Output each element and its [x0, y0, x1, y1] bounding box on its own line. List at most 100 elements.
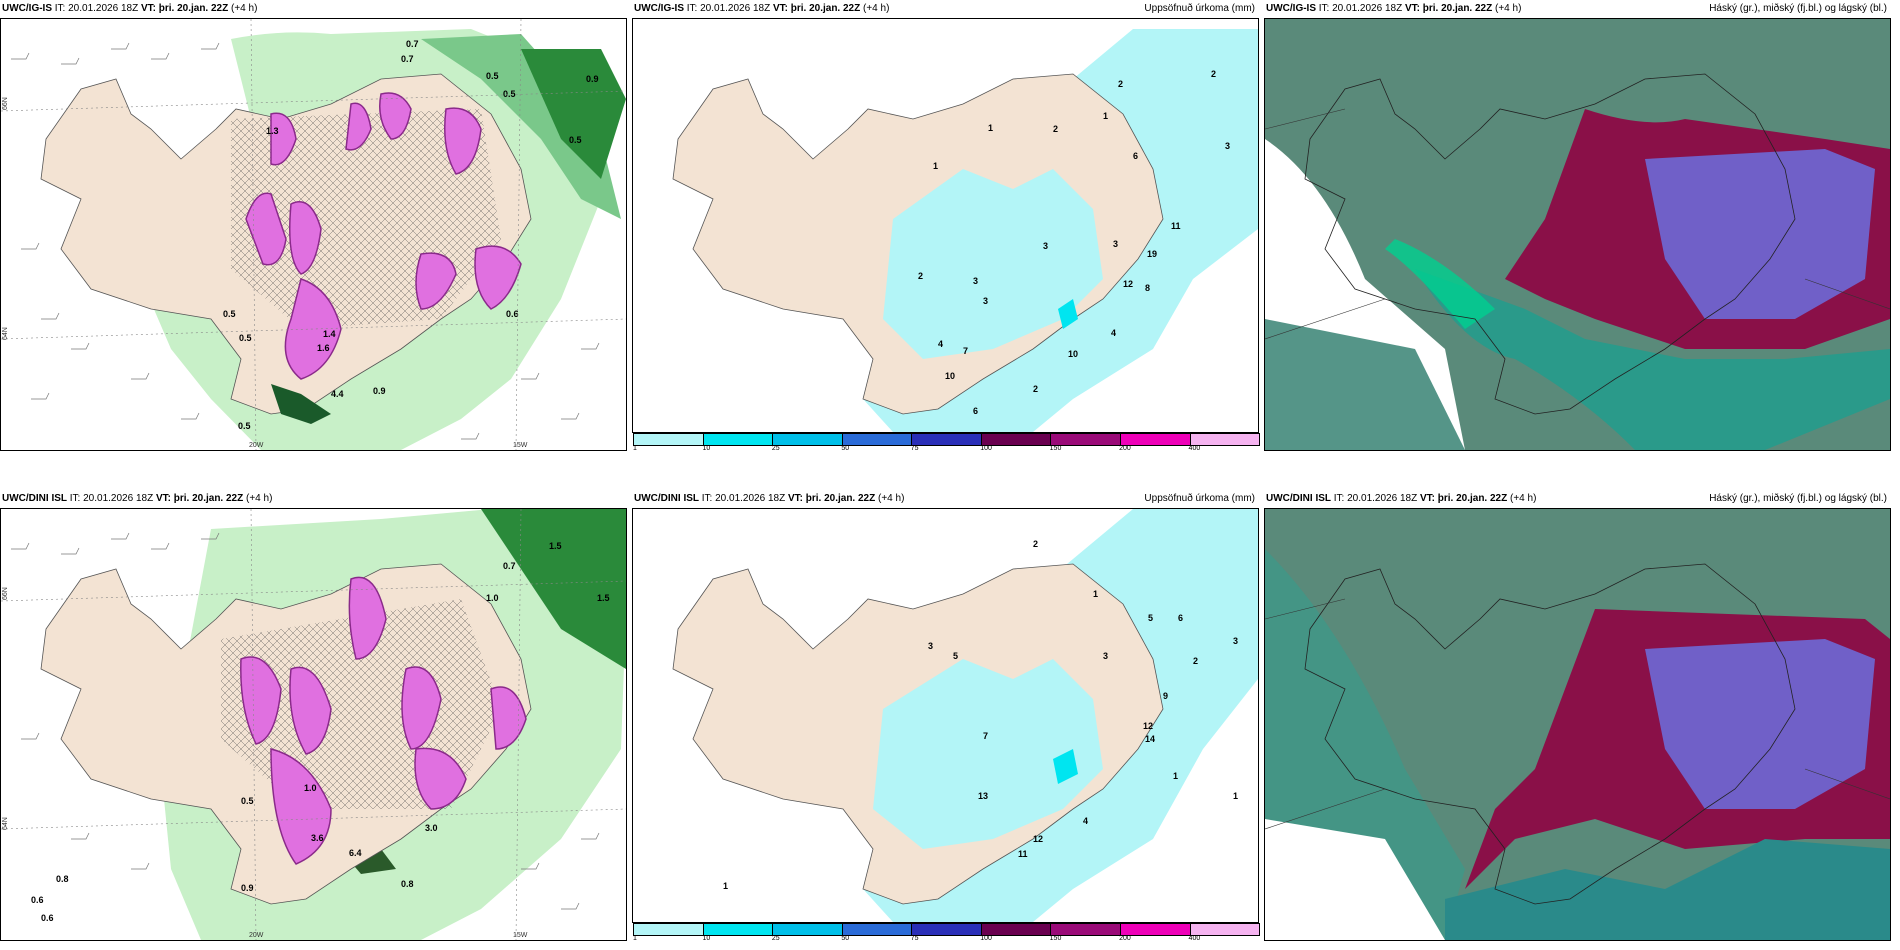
- colorbar-tick: 200: [1119, 935, 1131, 942]
- colorbar-swatch: [981, 434, 1052, 445]
- precip-label: 9: [1163, 691, 1168, 701]
- colorbar-tick: 75: [910, 935, 919, 942]
- valid-time: þri. 20.jan. 22Z: [805, 493, 876, 504]
- model-name: UWC/IG-IS: [1266, 3, 1316, 14]
- precip-label: 2: [918, 271, 923, 281]
- snow-label: 0.5: [223, 309, 236, 319]
- precip-label: 12: [1123, 279, 1133, 289]
- colorbar-swatch: [634, 924, 704, 935]
- colorbar-tick: 25: [771, 935, 780, 942]
- valid-time: þri. 20.jan. 22Z: [1437, 493, 1508, 504]
- init-time: IT: 20.01.2026 18Z: [1318, 3, 1403, 14]
- snow-cells: [240, 576, 527, 865]
- colorbar-swatch: [842, 924, 913, 935]
- snow-label: 0.9: [373, 386, 386, 396]
- snow-label: 3.6: [311, 833, 324, 843]
- snow-label: 0.8: [401, 879, 414, 889]
- precip-label: 1: [1093, 589, 1098, 599]
- precip-label: 10: [945, 371, 955, 381]
- lead-time: (+4 h): [246, 493, 273, 504]
- clouds-map-svg: [1265, 19, 1890, 450]
- snow-label: 1.3: [266, 126, 279, 136]
- init-time: IT: 20.01.2026 18Z: [69, 493, 154, 504]
- precip-label: 6: [1133, 151, 1138, 161]
- precip-colorbar: 1 10 25 50 75 100 150 200 400: [632, 433, 1260, 452]
- map-precip: 2 1 5 6 3 9 12 14 13 12 11 4 1 1 7 5 3 2…: [632, 508, 1259, 923]
- snow-map-svg: 0.7 0.7 0.5 0.9 0.5 1.3 1.4 1.6 4.4 0.9 …: [1, 19, 626, 450]
- precip-label: 3: [1113, 239, 1118, 249]
- valid-time: þri. 20.jan. 22Z: [790, 3, 861, 14]
- valid-time-label: VT:: [787, 493, 803, 504]
- snow-label: 6.4: [349, 848, 362, 858]
- field-title: Uppsöfnuð úrkoma (mm): [1144, 493, 1255, 504]
- field-title: Háský (gr.), miðský (fj.bl.) og lágský (…: [1709, 3, 1887, 14]
- lead-time: (+4 h): [1495, 3, 1522, 14]
- snow-value-labels: 0.7 0.7 0.5 0.9 0.5 1.3 1.4 1.6 4.4 0.9 …: [223, 39, 599, 431]
- valid-time: þri. 20.jan. 22Z: [173, 493, 244, 504]
- colorbar-tick: 50: [841, 445, 850, 452]
- field-title: Uppsöfnuð úrkoma (mm): [1144, 3, 1255, 14]
- snow-label: 0.5: [503, 89, 516, 99]
- precip-label: 4: [1083, 816, 1088, 826]
- clouds-map-svg: [1265, 509, 1890, 940]
- axis-label: 64N: [2, 817, 9, 830]
- snow-label: 0.6: [506, 309, 519, 319]
- colorbar-tick: 1: [633, 935, 637, 942]
- snow-value-labels: 1.5 1.0 0.7 1.5 1.0 3.6 6.4 0.8 0.5 0.9 …: [31, 541, 610, 923]
- model-name: UWC/IG-IS: [2, 3, 52, 14]
- snow-label: 0.6: [31, 895, 44, 905]
- snow-label: 4.4: [331, 389, 344, 399]
- snow-label: 1.0: [486, 593, 499, 603]
- precip-label: 7: [983, 731, 988, 741]
- colorbar-tick: 10: [702, 445, 711, 452]
- snow-label: 0.5: [241, 796, 254, 806]
- panel-header: UWC/IG-IS IT: 20.01.2026 18Z VT: þri. 20…: [1264, 0, 1891, 18]
- valid-time: þri. 20.jan. 22Z: [158, 3, 229, 14]
- panel-igis-snow: UWC/IG-IS IT: 20.01.2026 18Z VT: þri. 20…: [0, 0, 627, 451]
- axis-label: 66N: [2, 587, 9, 600]
- map-snow-wind: 0.7 0.7 0.5 0.9 0.5 1.3 1.4 1.6 4.4 0.9 …: [0, 18, 627, 451]
- panel-dini-snow: UWC/DINI ISL IT: 20.01.2026 18Z VT: þri.…: [0, 490, 627, 941]
- snow-label: 0.9: [586, 74, 599, 84]
- precip-label: 3: [973, 276, 978, 286]
- colorbar-swatch: [703, 434, 774, 445]
- snow-label: 0.5: [486, 71, 499, 81]
- heavy-snow-area: [481, 509, 626, 669]
- precip-label: 2: [1033, 384, 1038, 394]
- colorbar-swatch: [1051, 924, 1121, 935]
- precip-label: 2: [1193, 656, 1198, 666]
- valid-time-label: VT:: [1404, 3, 1420, 14]
- axis-label: 66N: [2, 97, 9, 110]
- lead-time: (+4 h): [231, 3, 258, 14]
- snow-label: 0.7: [406, 39, 419, 49]
- precip-label: 1: [1233, 791, 1238, 801]
- precip-label: 1: [723, 881, 728, 891]
- snow-map-svg: 1.5 1.0 0.7 1.5 1.0 3.6 6.4 0.8 0.5 0.9 …: [1, 509, 626, 940]
- precip-label: 7: [963, 346, 968, 356]
- valid-time-label: VT:: [1419, 493, 1435, 504]
- axis-label: 64N: [2, 327, 9, 340]
- colorbar-swatch: [842, 434, 913, 445]
- precip-label: 3: [928, 641, 933, 651]
- iceland-coastline: [1304, 73, 1796, 415]
- colorbar-tick: 150: [1049, 445, 1062, 452]
- snow-label: 3.0: [425, 823, 438, 833]
- colorbar-swatch: [1051, 434, 1121, 445]
- colorbar-swatch: [634, 434, 704, 445]
- snow-label: 0.7: [401, 54, 414, 64]
- heavy-precip-cell: [1053, 749, 1078, 784]
- model-name: UWC/DINI ISL: [634, 493, 699, 504]
- snow-label: 1.5: [549, 541, 562, 551]
- precip-label: 3: [983, 296, 988, 306]
- snow-label: 1.0: [304, 783, 317, 793]
- panel-header: UWC/IG-IS IT: 20.01.2026 18Z VT: þri. 20…: [632, 0, 1259, 18]
- panel-igis-clouds: UWC/IG-IS IT: 20.01.2026 18Z VT: þri. 20…: [1264, 0, 1891, 451]
- colorbar-tick: 400: [1188, 935, 1201, 942]
- colorbar-swatch: [912, 924, 982, 935]
- panel-header: UWC/DINI ISL IT: 20.01.2026 18Z VT: þri.…: [1264, 490, 1891, 508]
- mid-cloud-layer: [1645, 639, 1875, 809]
- valid-time-label: VT:: [155, 493, 171, 504]
- colorbar-tick: 50: [841, 935, 850, 942]
- map-precip: 2 2 3 1 2 1 3 3 6 11 19 8 12 10 4 10 6 2…: [632, 18, 1259, 433]
- precip-label: 1: [1173, 771, 1178, 781]
